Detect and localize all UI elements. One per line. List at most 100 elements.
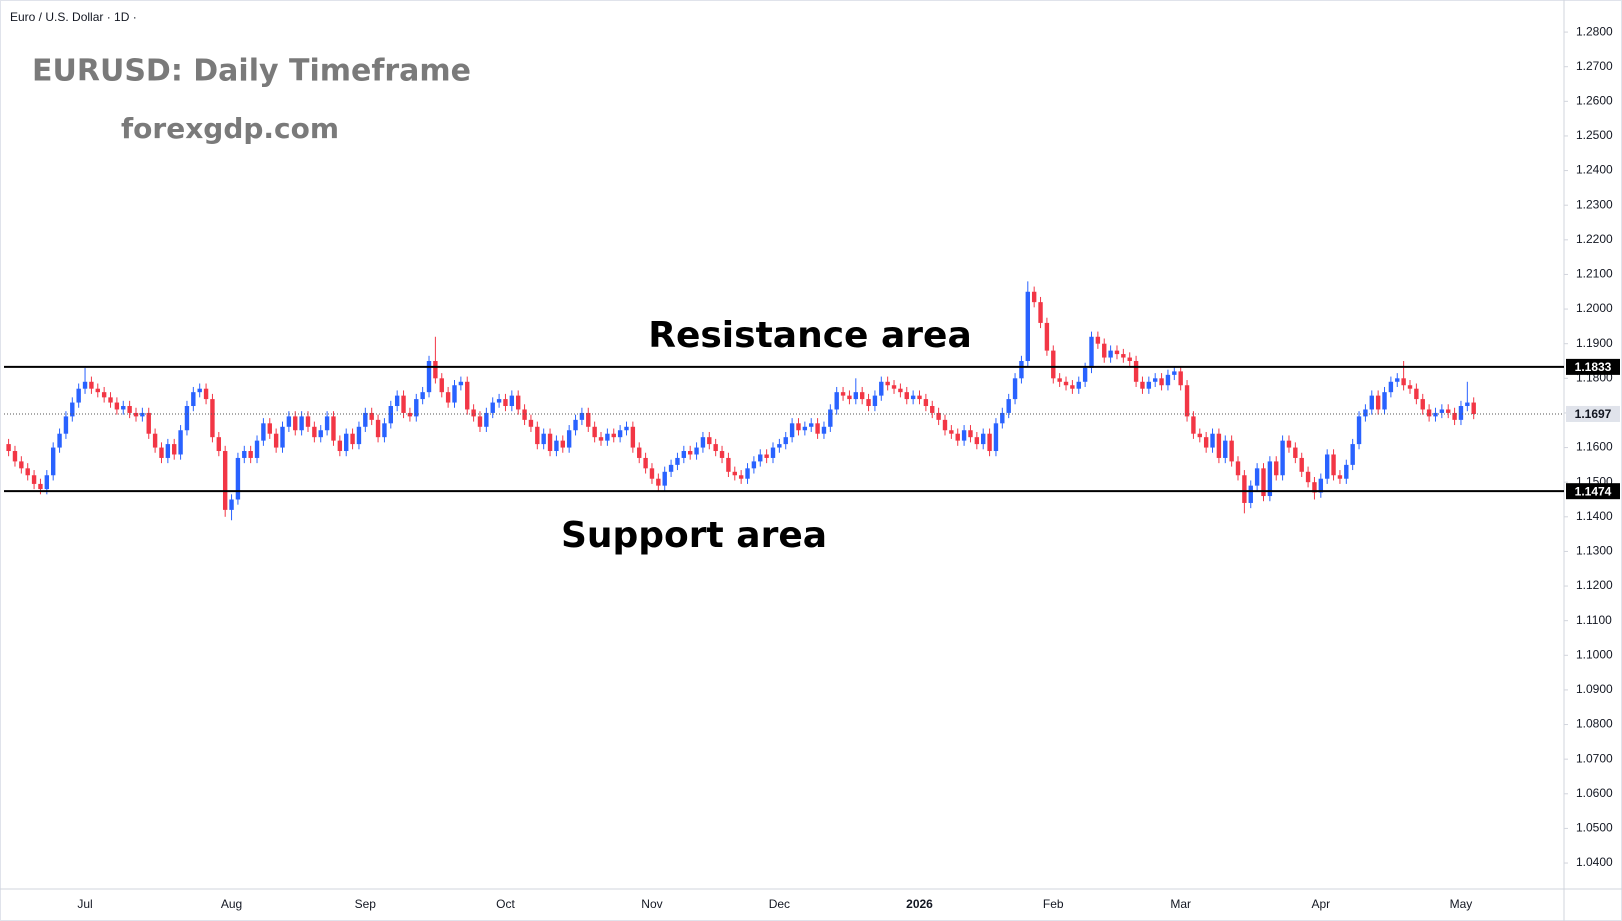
y-tick-label: 1.2200 bbox=[1576, 232, 1613, 246]
candle-body bbox=[1254, 468, 1260, 486]
candle-body bbox=[554, 440, 559, 452]
support-annotation: Support area bbox=[561, 515, 827, 556]
candle-body bbox=[535, 426, 540, 445]
candle-body bbox=[879, 381, 884, 396]
candle-body bbox=[1350, 444, 1355, 465]
candle-body bbox=[242, 451, 247, 458]
candle-body bbox=[1223, 440, 1228, 458]
candle-body bbox=[229, 499, 234, 510]
y-tick-label: 1.1300 bbox=[1576, 544, 1613, 558]
x-tick-label: Apr bbox=[1311, 897, 1330, 911]
candle-body bbox=[592, 426, 597, 438]
candle-body bbox=[318, 430, 323, 438]
candle-body bbox=[172, 444, 177, 455]
candle-body bbox=[108, 397, 113, 403]
candle-body bbox=[821, 426, 827, 434]
candle-body bbox=[178, 430, 183, 455]
candle-body bbox=[1140, 381, 1145, 389]
candle-body bbox=[1178, 371, 1183, 386]
candle-body bbox=[643, 457, 648, 469]
candle-body bbox=[433, 361, 438, 379]
candle-body bbox=[114, 402, 120, 410]
candle-body bbox=[401, 395, 406, 413]
candle-body bbox=[694, 447, 699, 455]
y-tick-label: 1.1900 bbox=[1576, 336, 1613, 350]
candle-body bbox=[1051, 350, 1056, 379]
candle-body bbox=[758, 454, 763, 462]
candle-body bbox=[573, 419, 578, 431]
candle-body bbox=[1388, 381, 1394, 393]
candle-body bbox=[312, 426, 317, 438]
candle-body bbox=[579, 412, 585, 420]
candle-body bbox=[681, 451, 687, 458]
candle-body bbox=[815, 423, 820, 434]
x-tick-label: Nov bbox=[641, 897, 662, 911]
candle-body bbox=[649, 468, 655, 479]
candle-body bbox=[687, 451, 693, 455]
candle-body bbox=[1121, 354, 1126, 358]
candle-body bbox=[356, 426, 362, 445]
candle-body bbox=[968, 430, 973, 438]
candle-body bbox=[1025, 291, 1030, 362]
candle-body bbox=[1318, 478, 1324, 493]
candle-body bbox=[949, 430, 954, 434]
candle-body bbox=[1082, 367, 1088, 382]
candle-body bbox=[981, 433, 986, 445]
candle-body bbox=[898, 388, 903, 393]
candle-body bbox=[1248, 485, 1253, 503]
candle-body bbox=[254, 440, 260, 458]
candle-body bbox=[363, 412, 368, 427]
candle-body bbox=[923, 399, 929, 407]
level-label-box bbox=[1566, 483, 1620, 500]
candle-body bbox=[1458, 406, 1464, 420]
candle-body bbox=[751, 461, 757, 469]
y-tick-label: 1.2600 bbox=[1576, 94, 1613, 108]
candle-body bbox=[121, 406, 126, 410]
candle-body bbox=[1274, 461, 1279, 476]
candle-body bbox=[31, 475, 37, 484]
y-tick-label: 1.2500 bbox=[1576, 128, 1613, 142]
candle-body bbox=[6, 444, 11, 452]
last-price-label: 1.1697 bbox=[1575, 407, 1612, 421]
x-tick-label: Mar bbox=[1170, 897, 1191, 911]
candle-body bbox=[656, 478, 661, 486]
candle-body bbox=[777, 444, 782, 448]
candle-body bbox=[1012, 378, 1018, 400]
candle-body bbox=[184, 406, 190, 431]
candle-body bbox=[809, 423, 814, 427]
candle-body bbox=[159, 447, 164, 458]
candle-body bbox=[484, 412, 489, 427]
candle-body bbox=[1420, 399, 1425, 410]
candle-body bbox=[1095, 336, 1101, 344]
candle-body bbox=[522, 409, 527, 420]
candle-body bbox=[197, 388, 202, 393]
candle-body bbox=[216, 437, 222, 452]
candle-body bbox=[267, 423, 272, 434]
candle-body bbox=[1153, 378, 1158, 382]
candle-body bbox=[1019, 361, 1024, 379]
candle-body bbox=[541, 433, 546, 445]
candle-body bbox=[745, 468, 750, 479]
candle-body bbox=[885, 381, 890, 386]
candle-body bbox=[662, 471, 667, 486]
candle-body bbox=[1133, 361, 1139, 382]
candle-body bbox=[1089, 336, 1094, 368]
candle-body bbox=[1235, 461, 1241, 476]
y-tick-label: 1.1600 bbox=[1576, 440, 1613, 454]
candle-body bbox=[1426, 409, 1432, 417]
candle-body bbox=[89, 381, 94, 389]
candle-body bbox=[299, 416, 304, 431]
candle-body bbox=[1471, 402, 1476, 414]
candle-body bbox=[203, 388, 209, 400]
y-tick-label: 1.2100 bbox=[1576, 267, 1613, 281]
candle-body bbox=[273, 433, 279, 448]
candle-body bbox=[700, 437, 706, 448]
candle-body bbox=[796, 423, 801, 431]
candle-body bbox=[127, 406, 132, 413]
y-tick-label: 1.0900 bbox=[1576, 682, 1613, 696]
candle-body bbox=[1312, 482, 1317, 493]
candle-body bbox=[738, 475, 744, 479]
candle-body bbox=[210, 399, 215, 438]
